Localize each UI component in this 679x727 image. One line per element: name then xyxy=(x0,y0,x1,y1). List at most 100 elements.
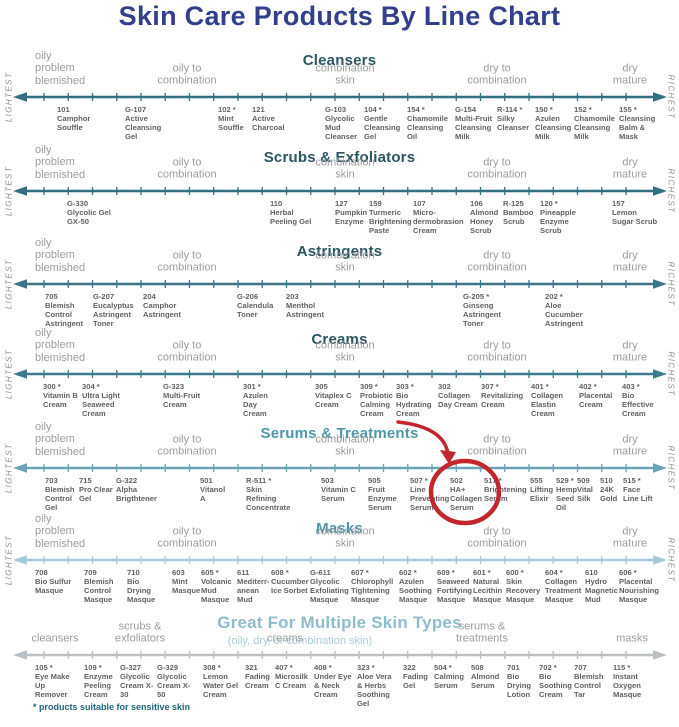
product-G-330: G-330 Glycolic Gel GX-50 xyxy=(67,199,111,227)
section-title-masks: Masks xyxy=(316,520,363,537)
zone-label: oily to combination xyxy=(157,433,217,458)
product-507: 507 * Line Preventing Serum xyxy=(410,476,450,513)
zone-label: combination skin xyxy=(315,339,375,364)
zone-label: masks xyxy=(616,632,648,645)
product-G-327: G-327 Glycolic Cream X-30 xyxy=(120,663,154,700)
page-title: Skin Care Products By Line Chart xyxy=(118,1,561,31)
scale-label-richest: RICHEST xyxy=(666,445,676,491)
zone-label: oily to combination xyxy=(157,156,217,181)
scale-label-richest: RICHEST xyxy=(666,261,676,307)
scale-label-lightest: LIGHTEST xyxy=(4,165,14,217)
zone-label: oily to combination xyxy=(157,249,217,274)
scale-label-richest: RICHEST xyxy=(666,168,676,214)
product-508: 508 Almond Serum xyxy=(471,663,500,691)
section-title-serums: Serums & Treatments xyxy=(260,425,419,442)
product-307: 307 * Revitalizing Cream xyxy=(481,382,524,410)
product-R-125: R-125 Bamboo Scrub xyxy=(503,199,534,227)
product-115: 115 * Instant Oxygen Masque xyxy=(613,663,642,700)
footnote: * products suitable for sensitive skin xyxy=(33,702,191,712)
zone-label: dry to combination xyxy=(467,62,527,87)
zone-label: combination skin xyxy=(315,433,375,458)
scale-line-scrubs xyxy=(13,186,667,196)
scale-line-creams xyxy=(13,369,667,379)
product-G-154: G-154 Multi-Fruit Cleansing Milk xyxy=(455,105,493,142)
product-301: 301 * Azulen Day Cream xyxy=(243,382,268,419)
zone-label: dry to combination xyxy=(467,156,527,181)
product-157: 157 Lemon Sugar Scrub xyxy=(612,199,658,227)
product-203: 203 Menthol Astringent xyxy=(286,292,324,320)
product-G-103: G-103 Glycolic Mud Cleanser xyxy=(325,105,358,142)
product-503: 503 Vitamin C Serum xyxy=(321,476,356,504)
product-102: 102 * Mint Souffle xyxy=(218,105,244,133)
scale-line-multi xyxy=(13,650,667,660)
scale-label-richest: RICHEST xyxy=(666,351,676,397)
product-104: 104 * Gentle Cleansing Gel xyxy=(364,105,401,142)
product-202: 202 * Aloe Cucumber Astringent xyxy=(545,292,583,329)
scale-line-masks xyxy=(13,555,667,565)
product-105: 105 * Eye Make Up Remover xyxy=(35,663,70,700)
section-title-cleansers: Cleansers xyxy=(302,52,377,69)
product-G-323: G-323 Multi-Fruit Cream xyxy=(163,382,201,410)
zone-label: dry to combination xyxy=(467,433,527,458)
scale-line-serums xyxy=(13,463,667,473)
product-155: 155 * Cleansing Balm & Mask xyxy=(619,105,656,142)
product-152: 152 * Chamomile Cleansing Milk xyxy=(574,105,615,142)
product-610: 610 Hydro Magnetic Mud xyxy=(585,568,618,605)
zone-label: dry to combination xyxy=(467,339,527,364)
section-subtitle-multi: (oily, dry, or combination skin) xyxy=(227,635,373,647)
zone-label: oily to combination xyxy=(157,525,217,550)
product-707: 707 Blemish Control Tar xyxy=(574,663,604,700)
section-title-astringents: Astringents xyxy=(296,243,383,260)
product-407: 407 * Microsilk C Cream xyxy=(275,663,308,691)
zone-label: dry mature xyxy=(612,339,648,364)
product-121: 121 Active Charcoal xyxy=(252,105,285,133)
product-G-611: G-611 Glycolic Exfoliating Masque xyxy=(310,568,349,605)
product-505: 505 Fruit Enzyme Serum xyxy=(368,476,397,513)
product-504: 504 * Calming Serum xyxy=(434,663,464,691)
product-408: 408 * Under Eye & Neck Cream xyxy=(314,663,352,700)
product-127: 127 Pumpkin Enzyme xyxy=(335,199,368,227)
product-609: 609 * Seaweed Fortifying Masque xyxy=(437,568,473,605)
product-303: 303 * Bio Hydrating Cream xyxy=(396,382,432,419)
product-611: 611 Mediterr- anean Mud xyxy=(237,568,270,605)
zone-label: oily to combination xyxy=(157,62,217,87)
product-402: 402 * Placental Cream xyxy=(579,382,613,410)
product-107: 107 Micro- dermobrasion Cream xyxy=(413,199,464,236)
product-705: 705 Blemish Control Astringent xyxy=(45,292,83,329)
product-106: 106 Almond Honey Scrub xyxy=(470,199,499,236)
product-529: 529 * Hemp Seed Oil xyxy=(556,476,578,513)
scale-label-lightest: LIGHTEST xyxy=(4,534,14,586)
zone-label: oily problem blemished xyxy=(35,421,86,458)
zone-label: oily problem blemished xyxy=(35,327,86,364)
product-300: 300 * Vitamin B Cream xyxy=(43,382,78,410)
section-title-creams: Creams xyxy=(311,331,368,348)
zone-label: oily problem blemished xyxy=(35,144,86,181)
scale-label-richest: RICHEST xyxy=(666,537,676,583)
section-title-scrubs: Scrubs & Exfoliators xyxy=(263,149,416,166)
zone-label: combination skin xyxy=(315,249,375,274)
product-710: 710 Bio Drying Masque xyxy=(127,568,156,605)
product-515: 515 * Face Line Lift xyxy=(623,476,653,504)
zone-label: combination skin xyxy=(315,525,375,550)
zone-label: dry to combination xyxy=(467,249,527,274)
product-204: 204 Camphor Astringent xyxy=(143,292,181,320)
scale-label-richest: RICHEST xyxy=(666,74,676,120)
product-321: 321 Fading Cream xyxy=(245,663,270,691)
scale-label-lightest: LIGHTEST xyxy=(4,71,14,123)
product-510: 510 24K Gold xyxy=(600,476,618,504)
product-501: 501 Vitanol A xyxy=(200,476,226,504)
product-602: 602 * Azulen Soothing Masque xyxy=(399,568,432,605)
product-715: 715 Pro Clear Gel xyxy=(79,476,113,504)
product-608: 608 * Cucumber Ice Sorbet xyxy=(271,568,309,596)
product-600: 600 * Skin Recovery Masque xyxy=(506,568,541,605)
product-401: 401 * Collagen Elastin Cream xyxy=(531,382,564,419)
product-601: 601 * Natural Lecithin Masque xyxy=(473,568,503,605)
product-709: 709 Blemish Control Masque xyxy=(84,568,114,605)
scale-label-lightest: LIGHTEST xyxy=(4,348,14,400)
product-G-107: G-107 Active Cleansing Gel xyxy=(125,105,162,142)
product-150: 150 * Azulen Cleansing Milk xyxy=(535,105,572,142)
product-509: 509 Vital Silk xyxy=(577,476,593,504)
product-159: 159 Turmeric Brightening Paste xyxy=(369,199,412,236)
product-304: 304 * Ultra Light Seaweed Cream xyxy=(82,382,120,419)
